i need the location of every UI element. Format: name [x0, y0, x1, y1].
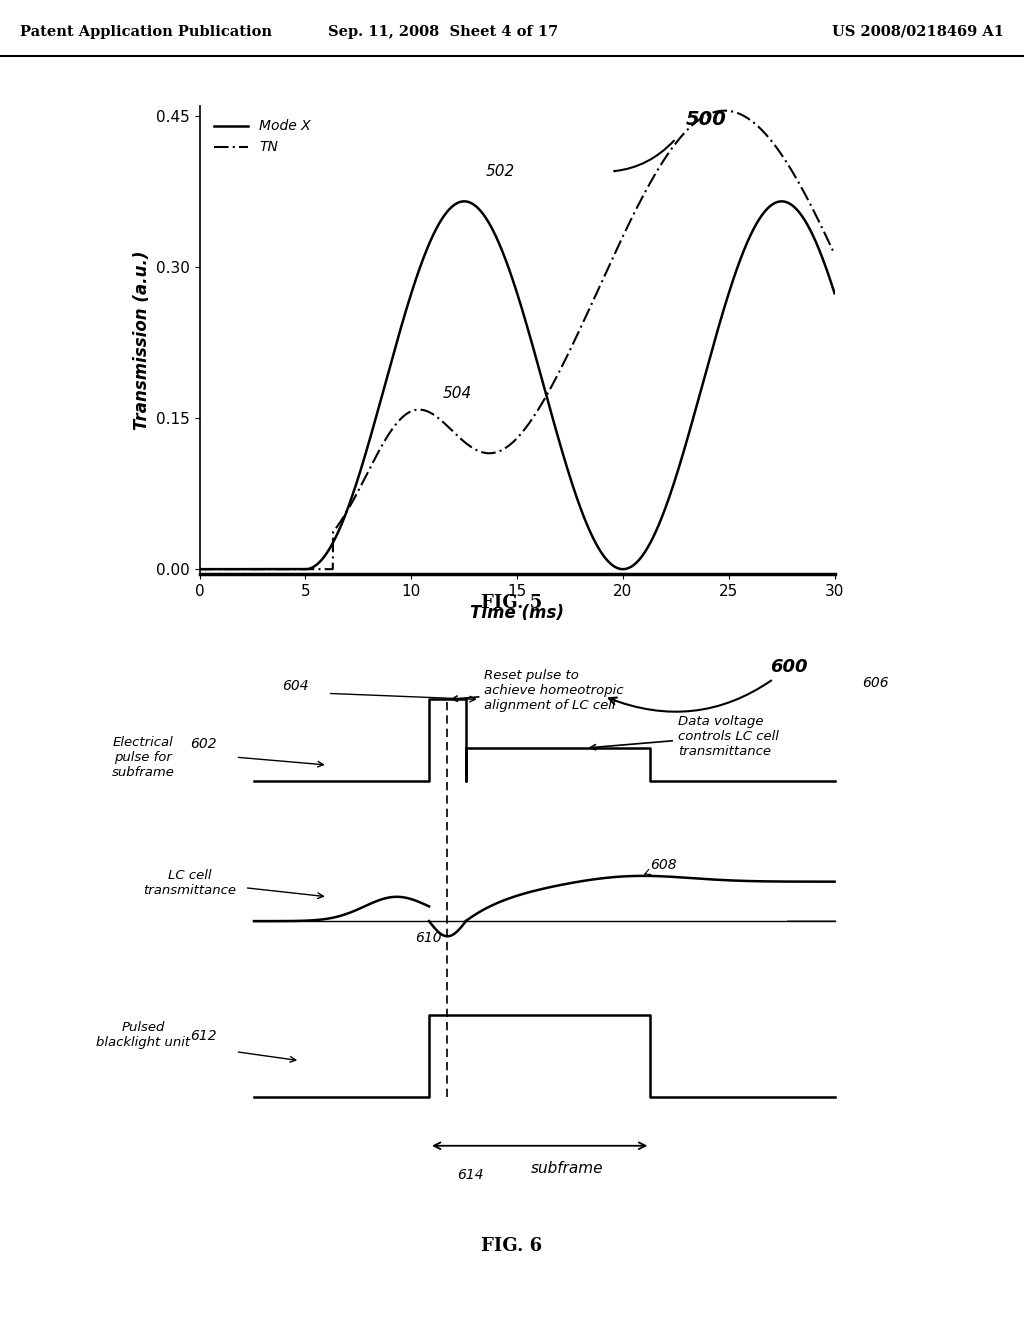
TN: [828, 247, 841, 263]
Text: Reset pulse to
achieve homeotropic
alignment of LC cell: Reset pulse to achieve homeotropic align…: [453, 669, 624, 711]
Text: 502: 502: [485, 164, 515, 180]
Mode X: [226, 561, 239, 577]
TN: [810, 209, 822, 224]
X-axis label: Time (ms): Time (ms): [470, 605, 564, 623]
Mode X: [503, 260, 515, 276]
Mode X: [810, 235, 822, 251]
Mode X: [810, 235, 822, 251]
Text: 610: 610: [416, 932, 442, 945]
Legend: Mode X, TN: Mode X, TN: [207, 112, 318, 161]
TN: [226, 561, 239, 577]
Text: 606: 606: [862, 676, 889, 690]
TN: [502, 438, 514, 454]
Mode X: [458, 194, 470, 210]
Mode X: [828, 285, 841, 301]
Text: 604: 604: [283, 680, 309, 693]
Text: Data voltage
controls LC cell
transmittance: Data voltage controls LC cell transmitta…: [591, 714, 779, 758]
Mode X: [194, 561, 206, 577]
Text: 614: 614: [457, 1168, 483, 1183]
Text: LC cell
transmittance: LC cell transmittance: [143, 870, 236, 898]
Text: Sep. 11, 2008  Sheet 4 of 17: Sep. 11, 2008 Sheet 4 of 17: [328, 25, 558, 38]
Text: 600: 600: [609, 659, 808, 711]
Text: 500: 500: [686, 111, 727, 129]
TN: [194, 561, 206, 577]
Text: Pulsed
blacklight unit: Pulsed blacklight unit: [96, 1022, 190, 1049]
Text: 612: 612: [190, 1028, 217, 1043]
Y-axis label: Transmission (a.u.): Transmission (a.u.): [132, 251, 151, 429]
TN: [485, 445, 498, 461]
Mode X: [485, 220, 498, 236]
Text: 602: 602: [190, 737, 217, 751]
Text: subframe: subframe: [531, 1162, 603, 1176]
Text: US 2008/0218469 A1: US 2008/0218469 A1: [831, 25, 1004, 38]
Text: 504: 504: [443, 385, 472, 401]
Text: FIG. 5: FIG. 5: [481, 594, 543, 612]
Text: Patent Application Publication: Patent Application Publication: [20, 25, 272, 38]
Line: TN: TN: [200, 111, 835, 569]
TN: [693, 111, 706, 127]
TN: [719, 103, 731, 119]
Line: Mode X: Mode X: [200, 202, 835, 569]
TN: [810, 207, 822, 223]
Text: Electrical
pulse for
subframe: Electrical pulse for subframe: [112, 737, 175, 779]
Mode X: [693, 385, 706, 401]
Text: 608: 608: [650, 858, 677, 873]
Text: FIG. 6: FIG. 6: [481, 1237, 543, 1255]
